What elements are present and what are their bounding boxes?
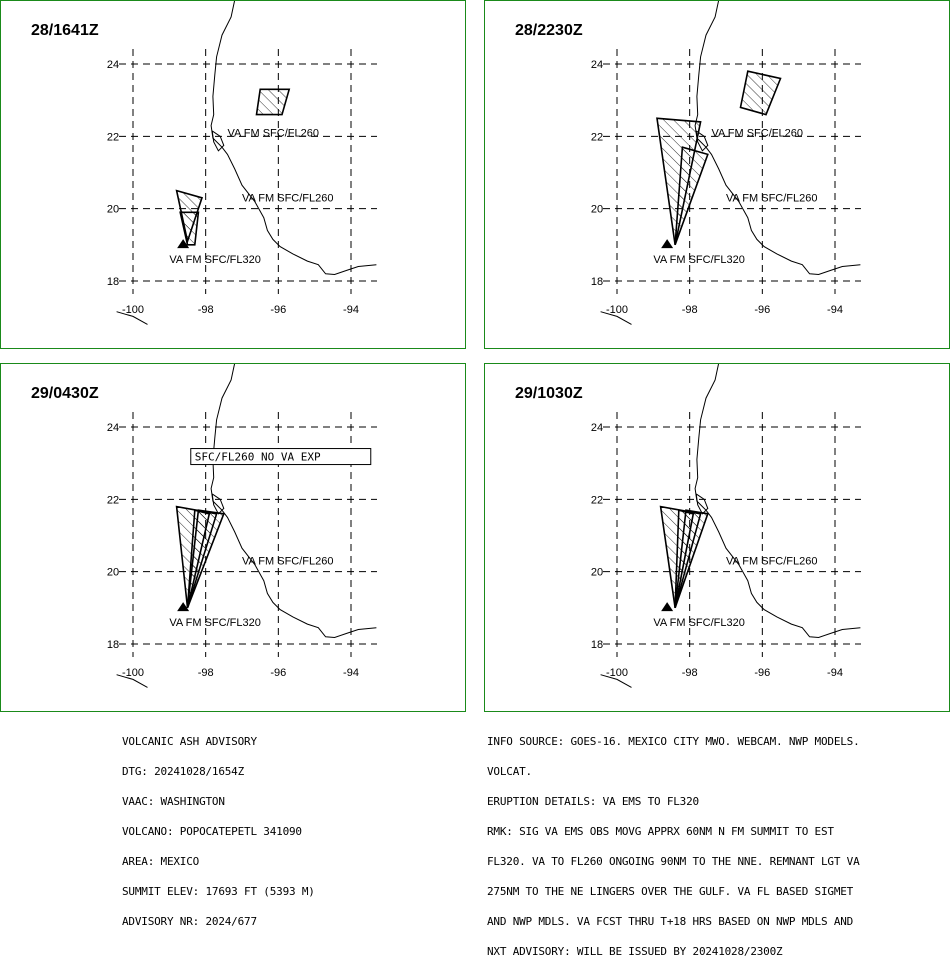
panel-time-title: 29/0430Z <box>31 385 99 402</box>
ash-layer-label: VA FM SFC/FL260 <box>726 555 818 567</box>
lat-tick-label: 18 <box>591 276 603 288</box>
advisory-line: DTG: 20241028/1654Z <box>122 765 245 778</box>
pacific-coastline <box>116 674 148 688</box>
lat-tick-label: 20 <box>591 567 603 579</box>
lat-tick-label: 24 <box>107 59 119 71</box>
lat-tick-label: 22 <box>591 494 603 506</box>
lat-tick-label: 20 <box>107 567 119 579</box>
advisory-line: ADVISORY NR: 2024/677 <box>122 915 257 928</box>
volcano-icon <box>661 239 674 249</box>
lat-tick-label: 18 <box>591 639 603 651</box>
lon-tick-label: -94 <box>827 667 843 679</box>
lon-tick-label: -94 <box>343 667 359 679</box>
ash-cloud-polygon <box>739 70 782 116</box>
ash-layer-label: VA FM SFC/FL260 <box>711 127 803 139</box>
lagoon-outline <box>211 130 225 152</box>
volcano-icon <box>177 602 190 612</box>
volcano-icon <box>177 239 190 249</box>
ash-layer-label: VA FM SFC/FL320 <box>653 617 745 629</box>
lon-tick-label: -98 <box>198 667 214 679</box>
lon-tick-label: -98 <box>198 304 214 316</box>
ash-layer-label: VA FM SFC/FL320 <box>169 254 260 266</box>
ash-layer-label: VA FM SFC/FL320 <box>169 617 260 629</box>
lon-tick-label: -94 <box>827 304 843 316</box>
map-canvas: -100 -98 -96 -94 24 22 20 18 28/1641Z VA FM SFC/F… <box>31 1 377 325</box>
lon-tick-label: -100 <box>122 304 144 316</box>
pacific-coastline <box>600 311 632 325</box>
advisory-line: VOLCANIC ASH ADVISORY <box>122 735 257 748</box>
lat-tick-label: 20 <box>107 204 119 216</box>
lat-tick-label: 18 <box>107 276 119 288</box>
lagoon-outline <box>695 493 709 515</box>
lon-tick-label: -100 <box>606 667 628 679</box>
remark-line: ERUPTION DETAILS: VA EMS TO FL320 <box>487 795 699 808</box>
lagoon-outline <box>211 493 225 515</box>
ash-layer-label: VA FM SFC/FL260 <box>242 555 334 567</box>
advisory-line: VAAC: WASHINGTON <box>122 795 225 808</box>
no-ash-expected-label: SFC/FL260 NO VA EXP <box>195 451 321 464</box>
remark-line: AND NWP MDLS. VA FCST THRU T+18 HRS BASE… <box>487 915 854 928</box>
lon-tick-label: -96 <box>270 304 286 316</box>
advisory-header: VOLCANIC ASH ADVISORY DTG: 20241028/1654… <box>122 717 472 937</box>
lon-tick-label: -98 <box>682 667 698 679</box>
lat-tick-label: 24 <box>591 59 603 71</box>
remark-line: NXT ADVISORY: WILL BE ISSUED BY 20241028… <box>487 945 783 958</box>
remark-line: RMK: SIG VA EMS OBS MOVG APPRX 60NM N FM… <box>487 825 834 838</box>
lon-tick-label: -94 <box>343 304 359 316</box>
lon-tick-label: -96 <box>754 304 770 316</box>
remark-line: INFO SOURCE: GOES-16. MEXICO CITY MWO. W… <box>487 735 860 748</box>
lat-tick-label: 24 <box>591 422 603 434</box>
ash-cloud-polygon <box>255 88 291 116</box>
lat-tick-label: 18 <box>107 639 119 651</box>
coastline <box>210 1 377 276</box>
panel-time-title: 28/1641Z <box>31 22 99 39</box>
ash-cloud-polygon <box>674 146 709 246</box>
ash-layer-label: VA FM SFC/FL260 <box>726 192 818 204</box>
lat-tick-label: 22 <box>107 131 119 143</box>
no-ash-expected-box <box>190 448 372 466</box>
lat-tick-label: 20 <box>591 204 603 216</box>
advisory-remarks: INFO SOURCE: GOES-16. MEXICO CITY MWO. W… <box>487 717 947 967</box>
lon-tick-label: -96 <box>270 667 286 679</box>
panel-t0: -100 -98 -96 -94 24 22 20 18 28/1641Z VA FM SFC/F… <box>0 0 466 349</box>
lon-tick-label: -98 <box>682 304 698 316</box>
map-canvas: -100 -98 -96 -94 24 22 20 18 28/2230Z VA FM SFC/F… <box>515 1 861 325</box>
advisory-line: VOLCANO: POPOCATEPETL 341090 <box>122 825 302 838</box>
map-canvas: -100 -98 -96 -94 24 22 20 18 29/1030Z VA FM SFC/F… <box>515 364 861 688</box>
lat-tick-label: 22 <box>591 131 603 143</box>
remark-line: VOLCAT. <box>487 765 532 778</box>
lon-tick-label: -96 <box>754 667 770 679</box>
panel-t12: -100 -98 -96 -94 24 22 20 18 29/0430Z VA FM SFC/F… <box>0 363 466 712</box>
lat-lon-grid <box>603 412 861 657</box>
ash-layer-label: VA FM SFC/FL320 <box>653 254 745 266</box>
advisory-line: AREA: MEXICO <box>122 855 200 868</box>
pacific-coastline <box>116 311 148 325</box>
pacific-coastline <box>600 674 632 688</box>
ash-cloud-polygon <box>175 189 204 245</box>
coastline <box>694 364 861 639</box>
lon-tick-label: -100 <box>122 667 144 679</box>
advisory-line: SUMMIT ELEV: 17693 FT (5393 M) <box>122 885 315 898</box>
lat-tick-label: 22 <box>107 494 119 506</box>
ash-layer-label: VA FM SFC/FL260 <box>242 192 334 204</box>
coastline <box>210 364 377 639</box>
panel-time-title: 29/1030Z <box>515 385 583 402</box>
ash-layer-label: VA FM SFC/FL260 <box>227 127 319 139</box>
panel-t18: -100 -98 -96 -94 24 22 20 18 29/1030Z VA FM SFC/F… <box>484 363 950 712</box>
coastline <box>694 1 861 276</box>
remark-line: FL320. VA TO FL260 ONGOING 90NM TO THE N… <box>487 855 860 868</box>
remark-line: 275NM TO THE NE LINGERS OVER THE GULF. V… <box>487 885 854 898</box>
lon-tick-label: -100 <box>606 304 628 316</box>
volcano-icon <box>661 602 674 612</box>
ash-cloud-polygon <box>186 509 211 608</box>
lat-tick-label: 24 <box>107 422 119 434</box>
ash-cloud-polygon <box>674 509 695 608</box>
panel-t6: -100 -98 -96 -94 24 22 20 18 28/2230Z VA FM SFC/F… <box>484 0 950 349</box>
map-canvas: -100 -98 -96 -94 24 22 20 18 29/0430Z VA FM SFC/F… <box>31 364 377 688</box>
panel-time-title: 28/2230Z <box>515 22 583 39</box>
